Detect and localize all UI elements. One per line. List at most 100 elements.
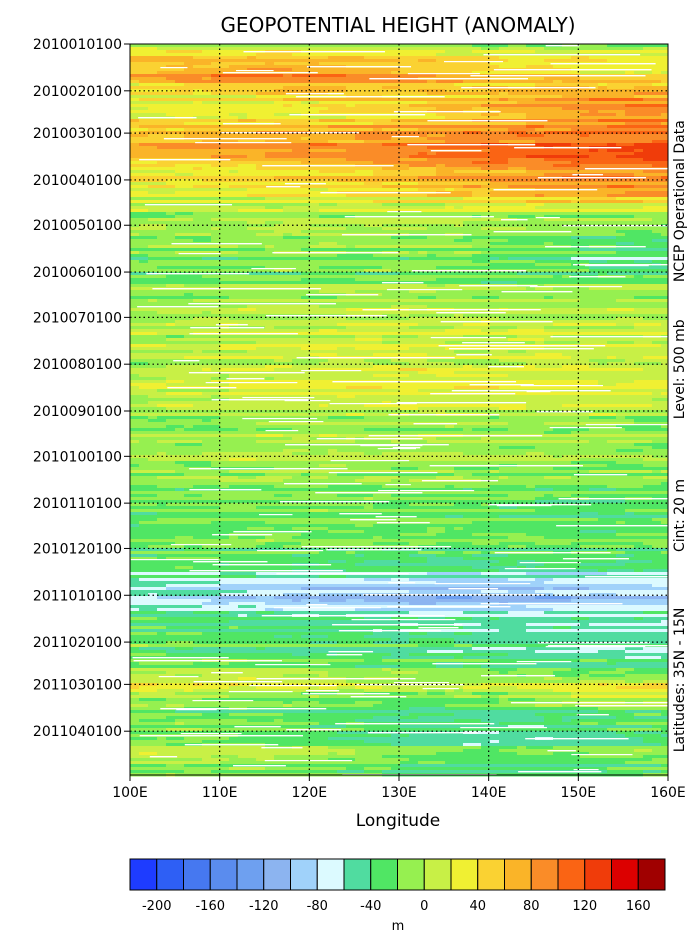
heatmap-cell xyxy=(472,50,509,54)
heatmap-cell xyxy=(211,50,248,54)
heatmap-cell xyxy=(436,596,473,600)
heatmap-cell xyxy=(589,251,617,255)
heatmap-cell xyxy=(283,98,320,102)
heatmap-cell xyxy=(517,479,554,483)
heatmap-cell xyxy=(589,383,599,387)
heatmap-cell xyxy=(193,293,203,297)
heatmap-cell xyxy=(130,530,158,534)
heatmap-cell xyxy=(445,512,482,516)
heatmap-cell xyxy=(598,83,608,87)
heatmap-cell xyxy=(661,44,669,48)
heatmap-cell xyxy=(265,653,293,657)
heatmap-cell xyxy=(526,317,563,321)
heatmap-cell xyxy=(643,542,669,546)
heatmap-cell xyxy=(175,530,185,534)
heatmap-cell xyxy=(553,287,590,291)
heatmap-cell xyxy=(418,659,446,663)
heatmap-cell xyxy=(481,158,491,162)
heatmap-cell xyxy=(202,437,230,441)
heatmap-cell xyxy=(562,104,590,108)
heatmap-cell xyxy=(445,509,482,513)
heatmap-cell xyxy=(184,314,203,318)
heatmap-cell xyxy=(409,560,428,564)
heatmap-cell xyxy=(319,581,347,585)
heatmap-cell xyxy=(193,53,221,57)
heatmap-cell xyxy=(391,305,428,309)
heatmap-cell xyxy=(427,158,446,162)
heatmap-cell xyxy=(544,137,563,141)
heatmap-cell xyxy=(139,200,149,204)
heatmap-cell xyxy=(346,302,365,306)
heatmap-cell xyxy=(553,428,590,432)
heatmap-cell xyxy=(535,632,545,636)
heatmap-cell xyxy=(139,194,149,198)
heatmap-cell xyxy=(229,380,257,384)
heatmap-cell xyxy=(472,212,482,216)
heatmap-cell xyxy=(661,266,669,270)
heatmap-cell xyxy=(184,395,212,399)
heatmap-cell xyxy=(571,599,590,603)
heatmap-cell xyxy=(148,473,185,477)
heatmap-cell xyxy=(229,365,257,369)
heatmap-cell xyxy=(481,623,500,627)
heatmap-cell xyxy=(517,200,527,204)
heatmap-cell xyxy=(211,491,221,495)
heatmap-cell xyxy=(319,143,338,147)
heatmap-cell xyxy=(409,314,428,318)
heatmap-cell xyxy=(499,59,509,63)
heatmap-cell xyxy=(346,71,365,75)
heatmap-cells xyxy=(130,44,669,777)
heatmap-cell xyxy=(445,134,482,138)
heatmap-cell xyxy=(391,71,428,75)
heatmap-cell xyxy=(256,596,275,600)
heatmap-cell xyxy=(490,620,518,624)
heatmap-cell xyxy=(229,461,257,465)
heatmap-cell xyxy=(202,479,212,483)
heatmap-cell xyxy=(454,53,473,57)
heatmap-cell xyxy=(211,221,248,225)
heatmap-cell xyxy=(418,197,428,201)
heatmap-cell xyxy=(562,566,581,570)
heatmap-cell xyxy=(256,143,284,147)
heatmap-cell xyxy=(391,524,428,528)
heatmap-cell xyxy=(625,257,662,261)
heatmap-cell xyxy=(418,491,437,495)
heatmap-cell xyxy=(193,185,221,189)
heatmap-cell xyxy=(445,503,455,507)
heatmap-cell xyxy=(166,206,194,210)
heatmap-cell xyxy=(463,266,500,270)
heatmap-cell xyxy=(337,146,356,150)
heatmap-cell xyxy=(517,83,536,87)
heatmap-cell xyxy=(319,98,356,102)
heatmap-cell xyxy=(607,44,644,48)
heatmap-cell xyxy=(535,434,572,438)
heatmap-cell xyxy=(292,458,320,462)
heatmap-cell xyxy=(337,473,374,477)
heatmap-cell xyxy=(238,542,266,546)
heatmap-cell xyxy=(373,302,392,306)
heatmap-cell xyxy=(211,329,248,333)
heatmap-cell xyxy=(202,320,239,324)
heatmap-cell xyxy=(490,203,500,207)
heatmap-cell xyxy=(175,572,194,576)
heatmap-cell xyxy=(409,254,428,258)
heatmap-cell xyxy=(643,377,669,381)
heatmap-cell xyxy=(400,164,410,168)
heatmap-cell xyxy=(130,272,158,276)
heatmap-cell xyxy=(580,59,608,63)
heatmap-cell xyxy=(256,395,293,399)
heatmap-cell xyxy=(193,230,212,234)
heatmap-cell xyxy=(256,623,266,627)
heatmap-cell xyxy=(526,452,545,456)
heatmap-cell xyxy=(499,236,536,240)
heatmap-cell xyxy=(571,461,608,465)
heatmap-cell xyxy=(409,338,437,342)
heatmap-cell xyxy=(562,605,581,609)
heatmap-cell xyxy=(454,206,464,210)
heatmap-cell xyxy=(373,458,410,462)
heatmap-cell xyxy=(463,185,482,189)
heatmap-cell xyxy=(652,299,669,303)
heatmap-cell xyxy=(265,383,275,387)
heatmap-cell xyxy=(661,620,669,624)
heatmap-cell xyxy=(256,59,284,63)
